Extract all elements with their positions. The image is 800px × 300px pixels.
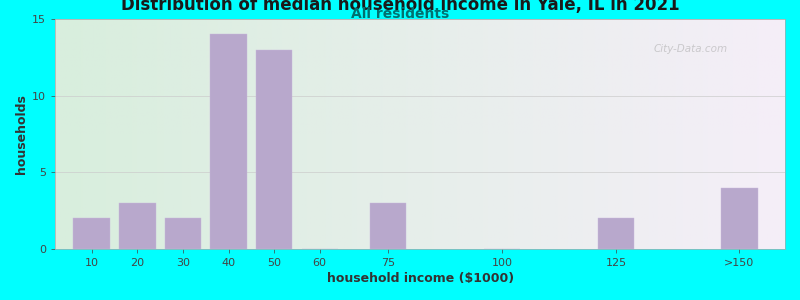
Bar — [721, 188, 758, 249]
Bar — [165, 218, 201, 249]
Text: City-Data.com: City-Data.com — [653, 44, 727, 54]
Y-axis label: households: households — [15, 94, 28, 174]
X-axis label: household income ($1000): household income ($1000) — [326, 272, 514, 285]
Bar — [598, 218, 634, 249]
Bar — [74, 218, 110, 249]
Bar — [370, 203, 406, 249]
Text: Distribution of median household income in Yale, IL in 2021: Distribution of median household income … — [121, 0, 679, 14]
Bar — [119, 203, 155, 249]
Bar — [210, 34, 246, 249]
Text: All residents: All residents — [351, 7, 449, 21]
Bar — [256, 50, 292, 249]
